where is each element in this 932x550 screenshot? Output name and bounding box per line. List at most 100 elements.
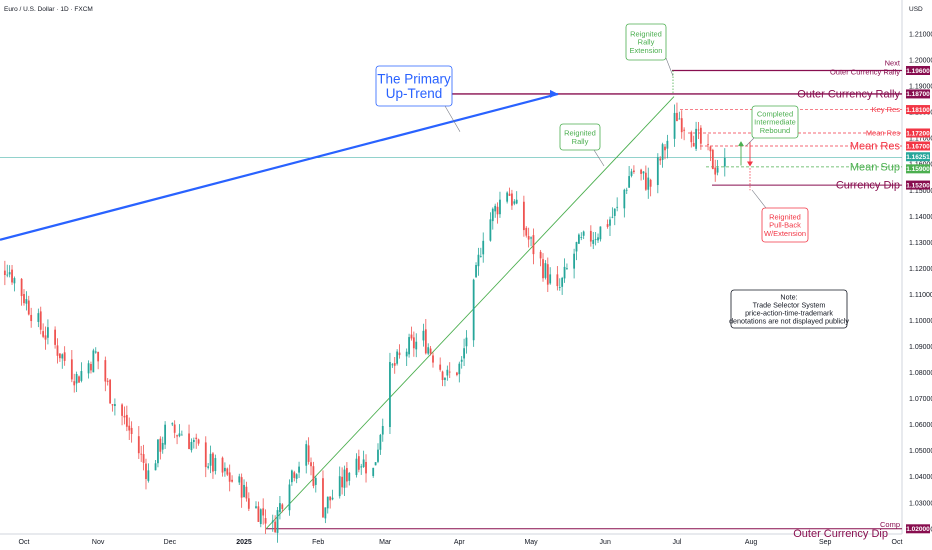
candle-body	[661, 144, 664, 160]
candle-body	[405, 351, 408, 357]
candle-body	[678, 118, 681, 120]
candle-body	[54, 329, 56, 345]
trendlines	[0, 89, 675, 530]
candle-body	[290, 470, 293, 483]
candle-body	[594, 239, 597, 240]
candle-body	[444, 377, 446, 380]
primary-trend-callout-box	[375, 65, 453, 107]
time-tick-label: Feb	[312, 539, 324, 546]
candle-body	[140, 453, 143, 455]
candle-body	[640, 169, 642, 174]
candle-body	[527, 236, 530, 240]
time-tick-label: Nov	[92, 539, 105, 546]
price-tick-label: 1.08000	[909, 370, 932, 377]
candle-body	[448, 371, 451, 373]
candle-body	[171, 423, 174, 425]
rebound-callout-text: Rebound	[760, 126, 790, 135]
candle-body	[381, 425, 384, 435]
candle-body	[561, 277, 564, 287]
primary-trend-callout-text: Up-Trend	[386, 86, 443, 101]
candle-body	[513, 201, 516, 204]
rally-ext-callout-text: Reignited	[630, 29, 662, 38]
candle-body	[642, 171, 645, 174]
time-tick-label: Dec	[164, 539, 177, 546]
candle-body	[456, 372, 458, 375]
rebound-arrow-head	[738, 141, 744, 147]
candle-body	[257, 506, 260, 522]
candle-body	[542, 259, 544, 279]
price-tick-label: 1.14000	[909, 214, 932, 221]
candle-body	[159, 438, 162, 452]
reignited-rally-callout-box	[559, 123, 601, 151]
candle-body	[372, 467, 375, 476]
candle-body	[255, 506, 257, 508]
candle-body	[556, 274, 559, 287]
price-tag-bg	[906, 524, 930, 534]
candle-body	[247, 498, 250, 509]
candle-body	[190, 441, 193, 451]
time-tick-label: Oct	[19, 539, 30, 546]
candle-body	[348, 472, 351, 481]
candle-body	[8, 272, 11, 275]
price-tick-label: 1.06000	[909, 422, 932, 429]
candle-body	[56, 345, 59, 356]
label-mean-res-small: Mean Res	[866, 128, 900, 137]
candle-body	[243, 484, 245, 498]
candle-body	[616, 206, 619, 208]
candle-body	[161, 442, 164, 450]
candle-body	[506, 192, 509, 202]
candle-body	[508, 193, 511, 196]
candle-body	[695, 128, 697, 149]
candle-body	[70, 359, 73, 380]
price-tick-label: 1.11000	[909, 292, 932, 299]
candle-body	[683, 129, 686, 131]
candle-body	[192, 440, 195, 443]
price-tick-label: 1.07000	[909, 396, 932, 403]
rally-ext-callout-text: Rally	[638, 38, 655, 47]
candle-body	[714, 167, 717, 175]
candle-body	[147, 470, 150, 481]
candle-body	[20, 278, 23, 297]
candle-body	[3, 270, 6, 276]
candle-body	[499, 199, 501, 215]
candle-body	[609, 219, 611, 226]
candle-body	[489, 219, 492, 241]
time-axis[interactable]: Oct Nov Dec 2025 Feb Mar Apr May Jun Jul Aug Sep Oct	[19, 539, 903, 546]
candle-body	[460, 359, 463, 362]
candle-body	[458, 363, 461, 375]
candle-body	[240, 477, 243, 498]
candle-body	[592, 239, 595, 244]
candle-body	[597, 237, 599, 241]
candle-body	[231, 479, 233, 482]
candle-body	[195, 437, 198, 440]
pullback-callout-box	[761, 207, 809, 243]
price-tag-label: 1.15200	[906, 182, 930, 189]
candle-body	[92, 350, 95, 373]
candle-body	[298, 466, 300, 473]
candle-body	[611, 216, 614, 218]
candle-body	[123, 415, 126, 418]
candle-body	[322, 478, 324, 518]
candle-body	[577, 234, 580, 244]
price-tag-label: 1.15900	[906, 166, 930, 173]
pullback-callout-text: Pull-Back	[769, 221, 801, 230]
candle-body	[197, 439, 200, 444]
candle-body	[209, 453, 212, 466]
candle-body	[427, 347, 430, 354]
candle-body	[295, 474, 298, 479]
primary-trend-callout-text: The Primary	[377, 71, 451, 86]
note-callout-text: price-action-time-trademark	[745, 308, 833, 317]
candle-body	[288, 484, 291, 511]
candle-body	[106, 380, 109, 382]
candle-body	[633, 170, 635, 172]
candle-body	[575, 242, 578, 252]
candle-body	[563, 266, 566, 279]
rebound-callout-text: Intermediate	[754, 118, 796, 127]
candle-body	[176, 435, 178, 437]
price-tag-label: 1.18700	[906, 91, 930, 98]
label-mean-sup: Mean Sup	[850, 161, 900, 173]
candle-body	[23, 294, 25, 304]
